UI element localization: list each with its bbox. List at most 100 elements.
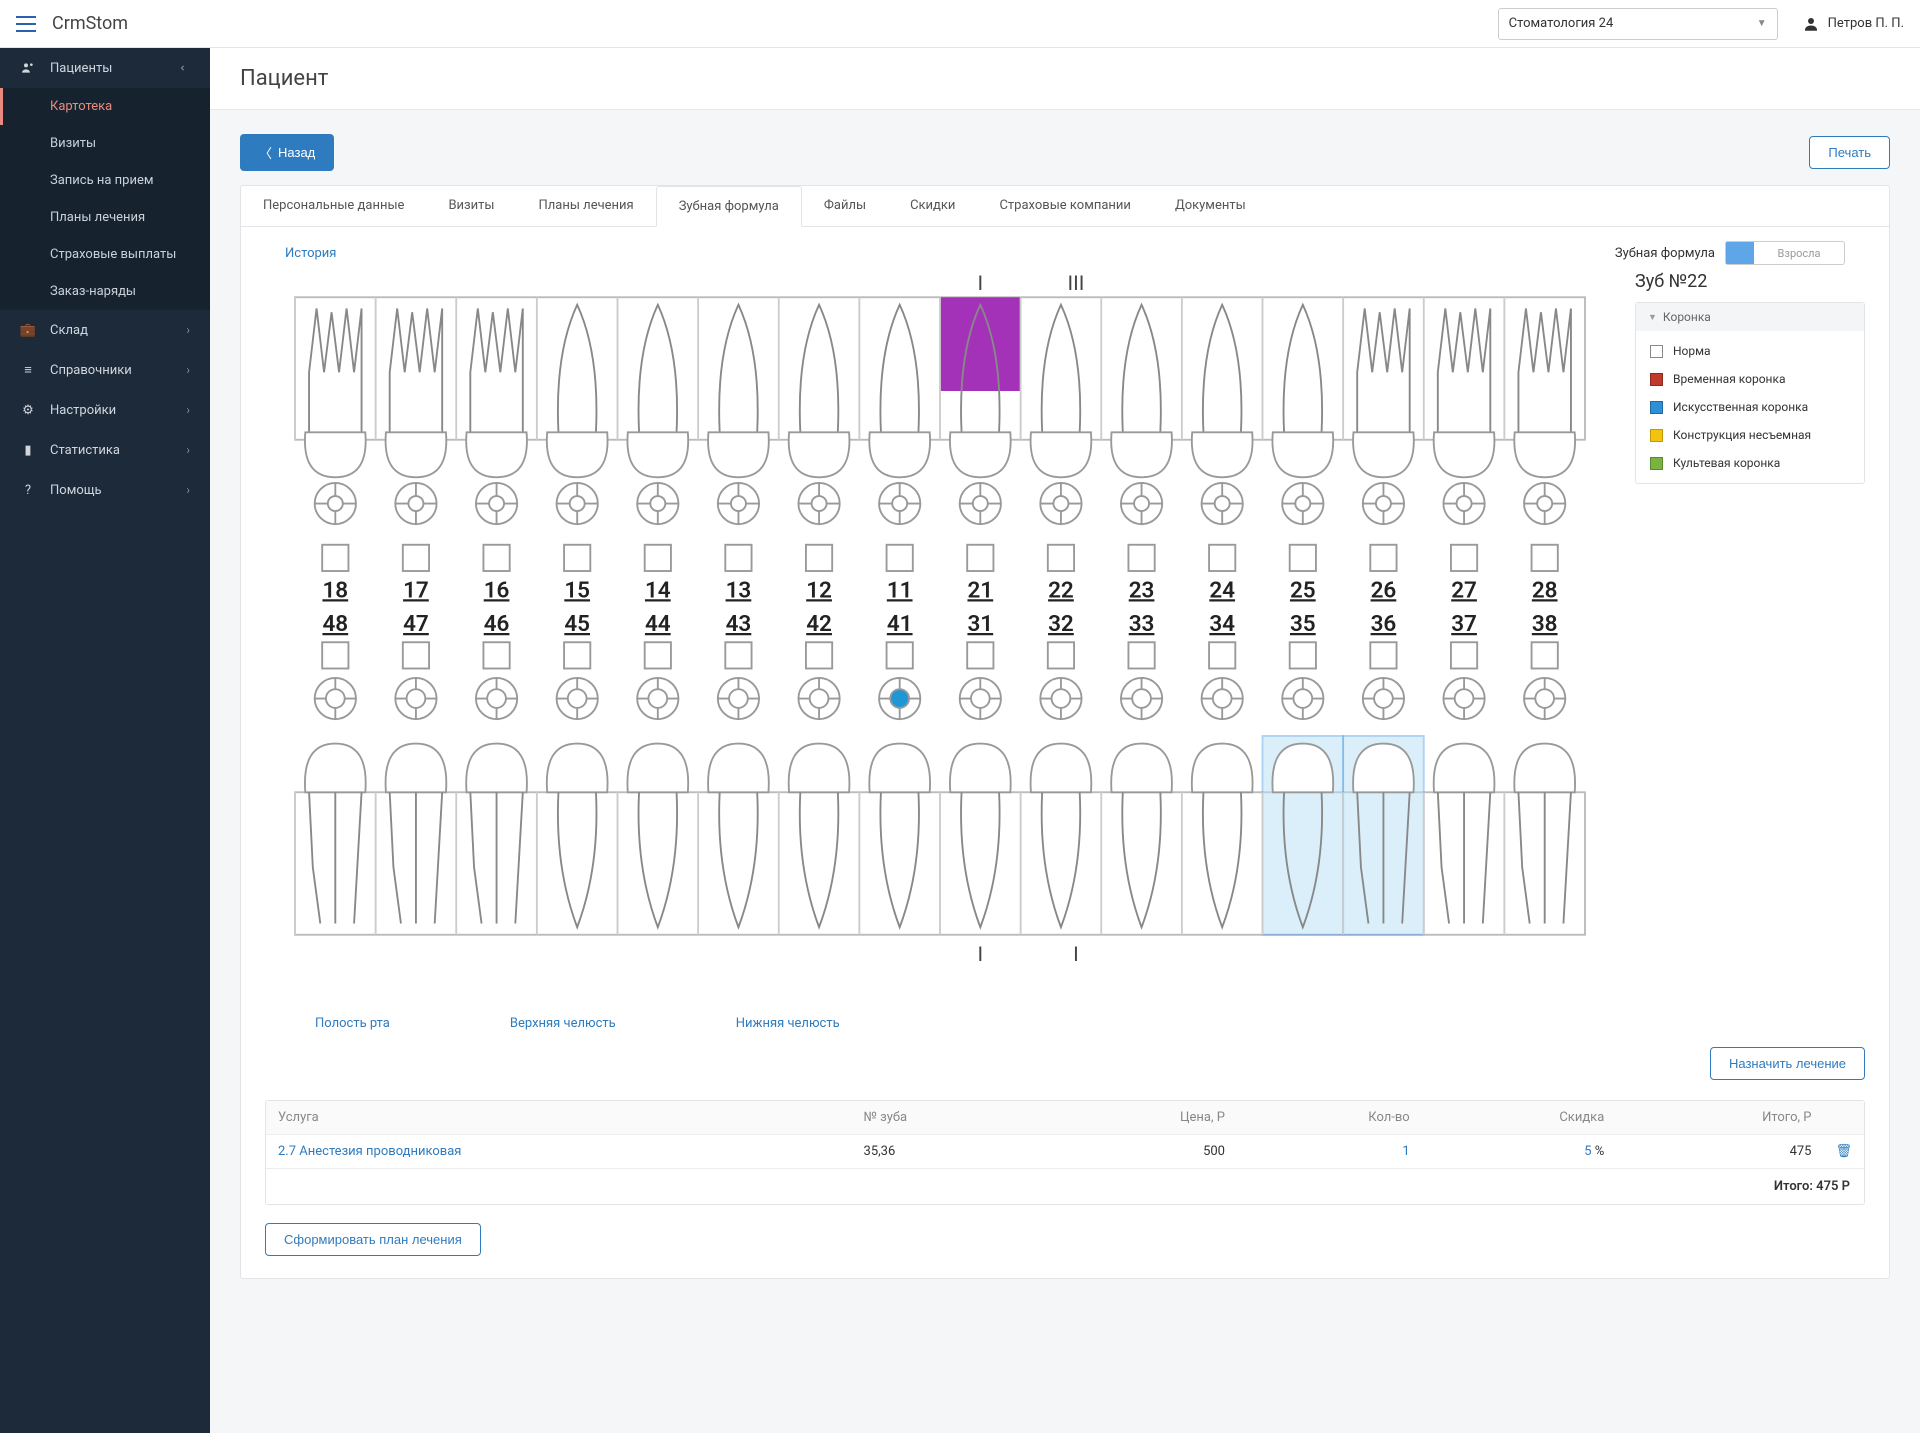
legend-item[interactable]: Искусственная коронка bbox=[1636, 393, 1864, 421]
legend-item[interactable]: Норма bbox=[1636, 337, 1864, 365]
nav-item[interactable]: ?Помощь› bbox=[0, 470, 210, 510]
form-plan-label: Сформировать план лечения bbox=[284, 1232, 462, 1247]
sidebar-sub-item[interactable]: Заказ-наряды bbox=[0, 273, 210, 310]
sidebar-sub-item[interactable]: Визиты bbox=[0, 125, 210, 162]
svg-text:33: 33 bbox=[1129, 611, 1155, 637]
sidebar-sub-item[interactable]: Запись на прием bbox=[0, 162, 210, 199]
tab[interactable]: Файлы bbox=[802, 186, 888, 226]
nav-icon: ≡ bbox=[20, 362, 36, 378]
org-dropdown[interactable]: Стоматология 24 ▼ bbox=[1498, 8, 1778, 40]
print-label: Печать bbox=[1828, 145, 1871, 160]
svc-header: № зуба bbox=[852, 1101, 1043, 1135]
nav-item[interactable]: 💼Склад› bbox=[0, 310, 210, 350]
nav-icon: ? bbox=[20, 482, 36, 498]
chevron-left-icon: 〈 bbox=[259, 143, 272, 162]
org-label: Стоматология 24 bbox=[1509, 16, 1614, 31]
formula-mode-toggle[interactable]: Взросла bbox=[1725, 241, 1845, 265]
swatch bbox=[1650, 429, 1663, 442]
service-total: 475 bbox=[1616, 1135, 1823, 1169]
tab[interactable]: Планы лечения bbox=[517, 186, 656, 226]
tab[interactable]: Скидки bbox=[888, 186, 977, 226]
legend-item[interactable]: Временная коронка bbox=[1636, 365, 1864, 393]
chevron-right-icon: › bbox=[186, 403, 190, 417]
svg-text:37: 37 bbox=[1451, 611, 1477, 637]
nav-label: Помощь bbox=[50, 483, 102, 498]
menu-toggle[interactable] bbox=[16, 16, 36, 32]
assign-label: Назначить лечение bbox=[1729, 1056, 1846, 1071]
service-price: 500 bbox=[1042, 1135, 1237, 1169]
tooth-title: Зуб №22 bbox=[1635, 271, 1865, 292]
page-title: Пациент bbox=[240, 66, 1890, 91]
legend-item[interactable]: Конструкция несъемная bbox=[1636, 421, 1864, 449]
svc-header: Скидка bbox=[1422, 1101, 1617, 1135]
nav-label: Статистика bbox=[50, 443, 120, 458]
assign-treatment-button[interactable]: Назначить лечение bbox=[1710, 1047, 1865, 1080]
dental-chart[interactable]: IIII181716151413121121222324252627284847… bbox=[265, 271, 1615, 1002]
service-tooth: 35,36 bbox=[852, 1135, 1043, 1169]
svg-text:14: 14 bbox=[645, 577, 671, 603]
legend-label: Конструкция несъемная bbox=[1673, 428, 1811, 442]
nav-icon: 💼 bbox=[20, 322, 36, 338]
sidebar-sub-item[interactable]: Картотека bbox=[0, 88, 210, 125]
svg-text:41: 41 bbox=[887, 611, 913, 637]
svg-text:I: I bbox=[1073, 943, 1079, 967]
sidebar-sub-item[interactable]: Страховые выплаты bbox=[0, 236, 210, 273]
svg-text:11: 11 bbox=[887, 577, 913, 603]
svg-text:35: 35 bbox=[1290, 611, 1316, 637]
sidebar: Пациенты ⌄ КартотекаВизитыЗапись на прие… bbox=[0, 48, 210, 1433]
legend-label: Норма bbox=[1673, 344, 1711, 358]
delete-icon[interactable]: 🗑 bbox=[1835, 1144, 1852, 1159]
user-menu[interactable]: Петров П. П. bbox=[1802, 15, 1904, 33]
svg-text:38: 38 bbox=[1532, 611, 1558, 637]
history-link[interactable]: История bbox=[285, 246, 336, 261]
svg-text:17: 17 bbox=[403, 577, 429, 603]
tab[interactable]: Визиты bbox=[426, 186, 516, 226]
service-discount[interactable]: 5 % bbox=[1422, 1135, 1617, 1169]
nav-label: Настройки bbox=[50, 403, 116, 418]
tab[interactable]: Документы bbox=[1153, 186, 1268, 226]
svg-text:I: I bbox=[978, 943, 984, 967]
svg-text:28: 28 bbox=[1532, 577, 1558, 603]
patients-icon bbox=[20, 60, 36, 76]
swatch bbox=[1650, 401, 1663, 414]
caret-icon: ▼ bbox=[1757, 18, 1767, 29]
svg-text:16: 16 bbox=[484, 577, 510, 603]
sidebar-sub-item[interactable]: Планы лечения bbox=[0, 199, 210, 236]
svg-text:25: 25 bbox=[1290, 577, 1316, 603]
chevron-right-icon: › bbox=[186, 363, 190, 377]
svg-text:45: 45 bbox=[564, 611, 590, 637]
jaw-link[interactable]: Верхняя челюсть bbox=[510, 1016, 616, 1031]
services-total: Итого: 475 Р bbox=[266, 1169, 1864, 1204]
tab[interactable]: Страховые компании bbox=[977, 186, 1153, 226]
tab[interactable]: Персональные данные bbox=[241, 186, 426, 226]
nav-label: Пациенты bbox=[50, 61, 112, 76]
svg-text:48: 48 bbox=[322, 611, 348, 637]
form-plan-button[interactable]: Сформировать план лечения bbox=[265, 1223, 481, 1256]
legend-header[interactable]: ▼ Коронка bbox=[1636, 303, 1864, 331]
nav-item[interactable]: ⚙Настройки› bbox=[0, 390, 210, 430]
jaw-link[interactable]: Полость рта bbox=[315, 1016, 390, 1031]
nav-item[interactable]: ▮Статистика› bbox=[0, 430, 210, 470]
user-name: Петров П. П. bbox=[1828, 16, 1904, 31]
legend-item[interactable]: Культевая коронка bbox=[1636, 449, 1864, 477]
svg-text:23: 23 bbox=[1129, 577, 1155, 603]
svc-header: Услуга bbox=[266, 1101, 852, 1135]
service-qty[interactable]: 1 bbox=[1237, 1135, 1422, 1169]
service-name[interactable]: 2.7 Анестезия проводниковая bbox=[266, 1135, 852, 1169]
tab[interactable]: Зубная формула bbox=[656, 186, 802, 227]
svg-text:34: 34 bbox=[1209, 611, 1235, 637]
nav-item[interactable]: ≡Справочники› bbox=[0, 350, 210, 390]
print-button[interactable]: Печать bbox=[1809, 136, 1890, 169]
legend-label: Временная коронка bbox=[1673, 372, 1786, 386]
svg-text:18: 18 bbox=[322, 577, 348, 603]
svg-text:15: 15 bbox=[564, 577, 590, 603]
caret-icon: ▼ bbox=[1648, 312, 1657, 323]
swatch bbox=[1650, 345, 1663, 358]
back-button[interactable]: 〈 Назад bbox=[240, 134, 334, 171]
svg-text:46: 46 bbox=[484, 611, 510, 637]
svg-text:42: 42 bbox=[806, 611, 832, 637]
nav-patients[interactable]: Пациенты ⌄ bbox=[0, 48, 210, 88]
toggle-knob bbox=[1726, 242, 1754, 264]
svg-text:26: 26 bbox=[1371, 577, 1397, 603]
jaw-link[interactable]: Нижняя челюсть bbox=[736, 1016, 840, 1031]
